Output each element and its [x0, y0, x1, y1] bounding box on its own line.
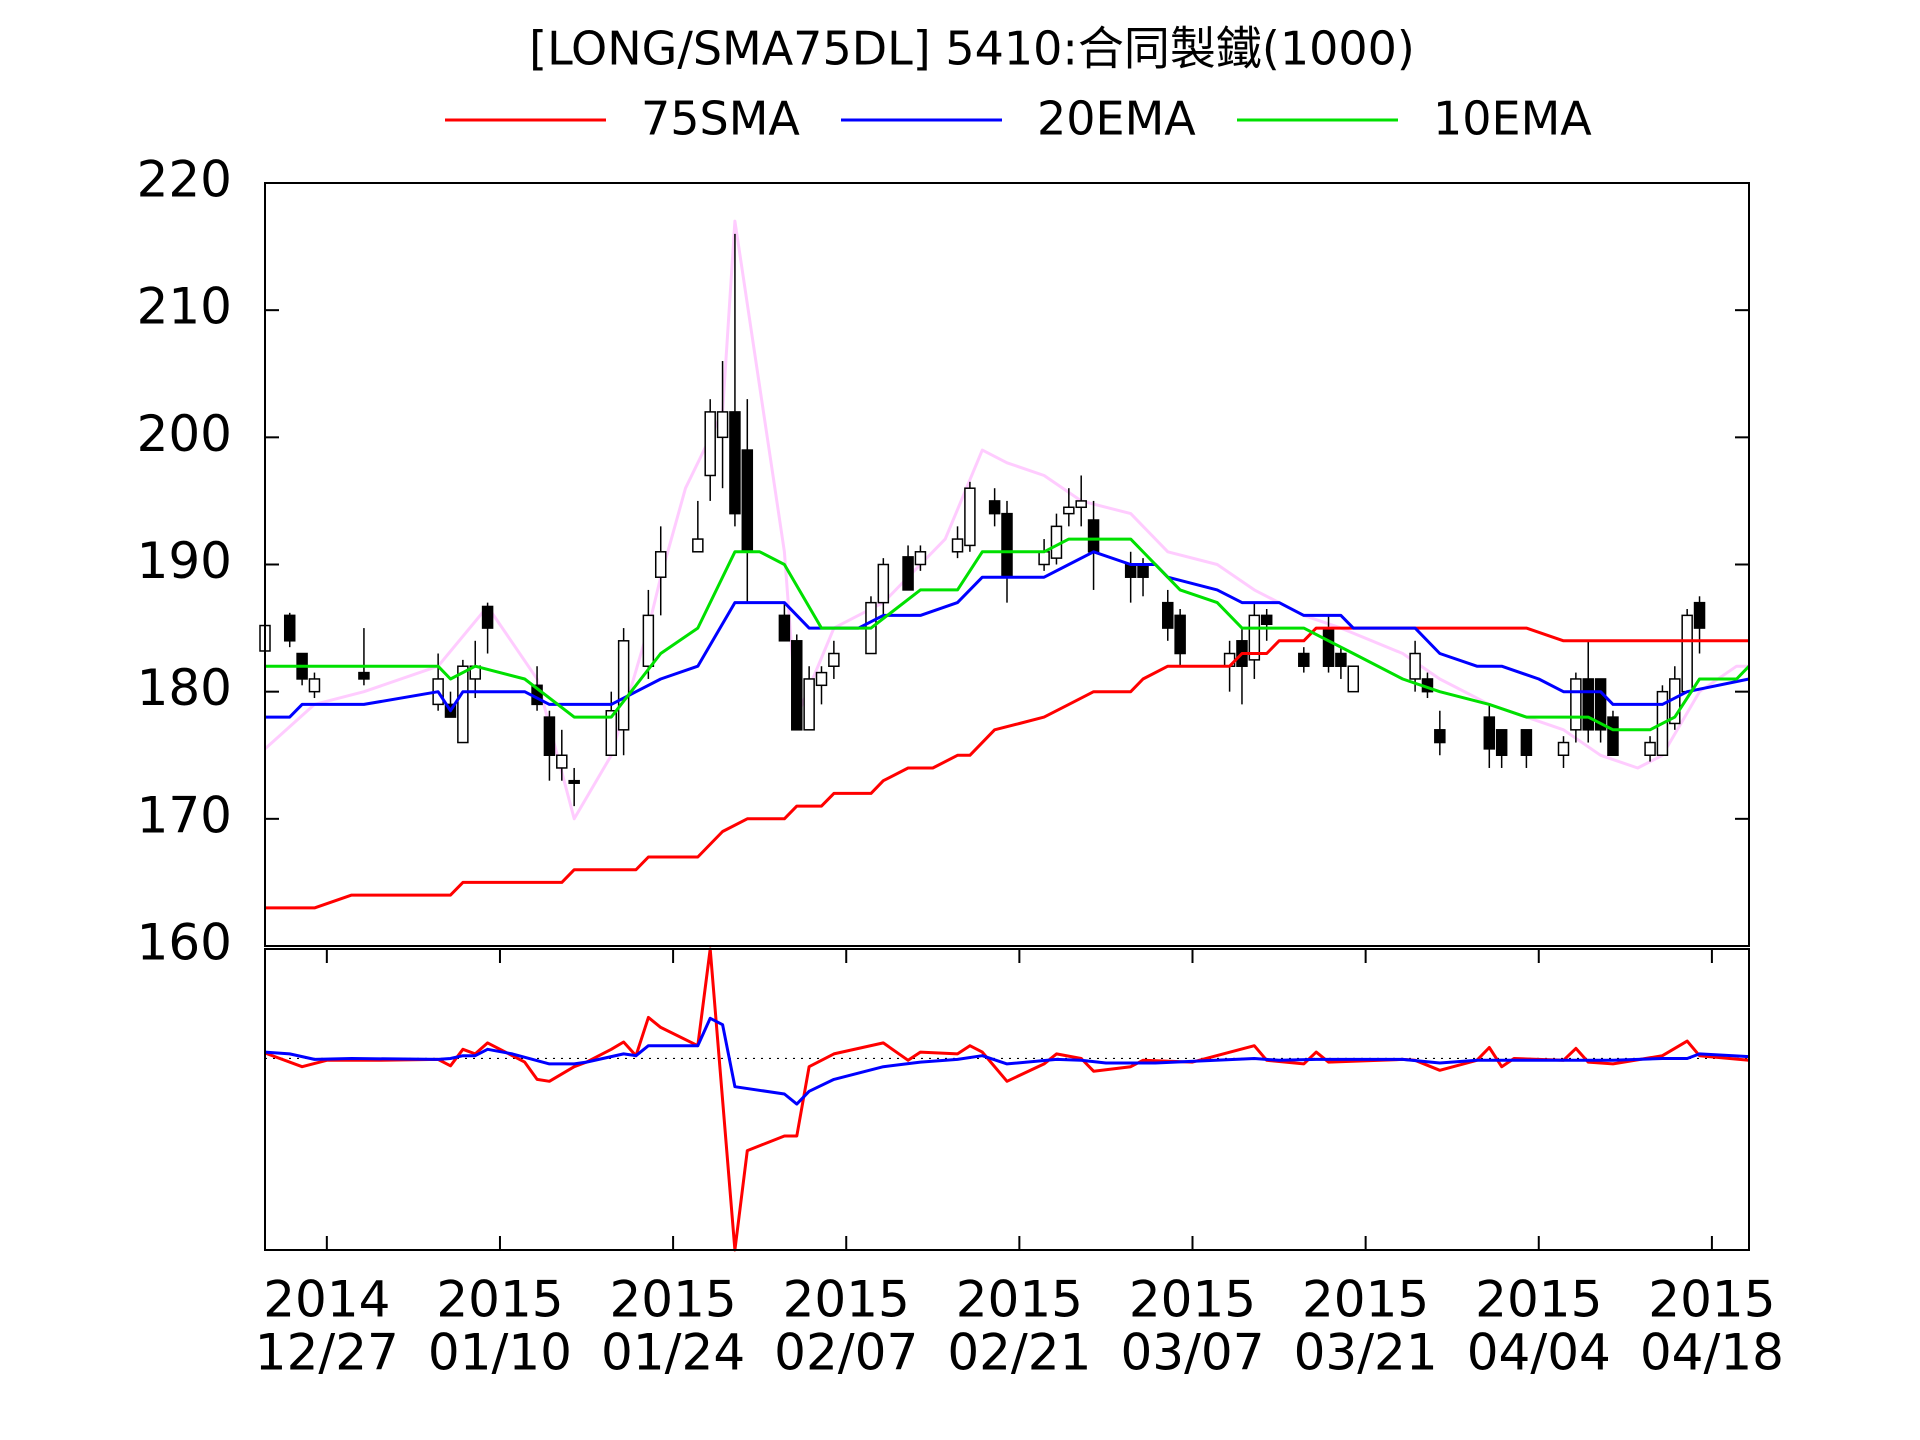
candle-body	[457, 665, 469, 744]
x-tick-label: 03/21	[1294, 1324, 1438, 1382]
candle-body	[791, 640, 803, 731]
candle-body	[914, 551, 927, 566]
chart-title: [LONG/SMA75DL] 5410:合同製鐵(1000)	[529, 22, 1415, 76]
candle-body	[1520, 729, 1533, 756]
x-tick-label: 2015	[1648, 1271, 1775, 1329]
candle-body	[481, 605, 494, 629]
candle-body	[1570, 678, 1582, 731]
x-tick-label: 02/07	[774, 1324, 918, 1382]
candle-body	[729, 411, 741, 515]
oscillator-frame	[264, 948, 1750, 1251]
candle-body	[1495, 729, 1508, 756]
candle-body	[358, 671, 370, 680]
candle-body	[1001, 512, 1013, 578]
candle-body	[1409, 652, 1421, 680]
series-line	[265, 626, 1749, 910]
candle-body	[1594, 678, 1607, 731]
candle-body	[1038, 551, 1050, 566]
x-tick-label: 2015	[1302, 1271, 1429, 1329]
candle-body	[1248, 614, 1261, 661]
candle-body	[1063, 506, 1075, 515]
series-line	[264, 1016, 1750, 1106]
x-tick-label: 01/10	[428, 1324, 572, 1382]
candle-body	[1347, 665, 1360, 693]
candle-body	[1582, 678, 1594, 731]
candle-body	[654, 551, 667, 578]
candle-body	[1075, 500, 1087, 509]
candle-body	[803, 678, 815, 731]
x-tick-label: 03/07	[1120, 1324, 1264, 1382]
series-line	[265, 537, 1751, 732]
x-tick-label: 2015	[1129, 1271, 1256, 1329]
candle-body	[1607, 716, 1619, 756]
candle-body	[902, 556, 914, 591]
candle-body	[815, 671, 828, 687]
candle-body	[1124, 563, 1137, 578]
candle-body	[556, 754, 568, 769]
candle-body	[1174, 614, 1186, 655]
candle-body	[1681, 614, 1693, 693]
y-tick-label: 220	[137, 151, 232, 209]
candle-body	[988, 500, 1001, 515]
candle-body	[1298, 652, 1310, 667]
candle-body	[1693, 601, 1706, 629]
candle-body	[605, 709, 618, 756]
legend-label: 75SMA	[641, 92, 800, 146]
series-line	[264, 947, 1750, 1252]
candle-body	[308, 678, 321, 693]
candle-body	[1322, 627, 1335, 667]
legend-label: 10EMA	[1433, 92, 1592, 146]
candle-body	[1087, 519, 1100, 553]
x-tick-label: 2015	[1475, 1271, 1602, 1329]
y-tick-label: 190	[137, 532, 232, 590]
candle-body	[1335, 652, 1347, 667]
candle-body	[1137, 563, 1149, 578]
envelope-line	[263, 219, 1749, 821]
x-tick-label: 12/27	[255, 1324, 399, 1382]
x-tick-label: 2015	[783, 1271, 910, 1329]
oscillator-panel	[264, 947, 1750, 1252]
candle-body	[1644, 741, 1656, 756]
y-tick-label: 160	[137, 914, 232, 972]
candle-body	[1483, 716, 1496, 750]
x-tick-label: 04/18	[1640, 1324, 1784, 1382]
series-line	[265, 550, 1750, 719]
candle-body	[617, 640, 630, 731]
candle-body	[642, 614, 655, 667]
y-tick-label: 180	[137, 659, 232, 717]
candle-body	[1557, 741, 1570, 756]
candle-body	[1162, 601, 1174, 629]
x-tick-label: 2015	[956, 1271, 1083, 1329]
candle-body	[778, 614, 791, 642]
candle-body	[964, 487, 976, 547]
x-tick-label: 04/04	[1467, 1324, 1611, 1382]
candle-body	[543, 716, 556, 756]
candle-body	[1260, 614, 1273, 626]
y-tick-label: 210	[137, 278, 232, 336]
y-tick-label: 170	[137, 786, 232, 844]
candle-body	[1434, 729, 1446, 744]
x-tick-label: 2015	[436, 1271, 563, 1329]
legend: 75SMA 20EMA 10EMA	[445, 92, 1592, 146]
candle-body	[283, 614, 296, 642]
candle-body	[951, 538, 964, 553]
x-tick-label: 01/24	[601, 1324, 745, 1382]
y-tick-label: 200	[137, 405, 232, 463]
x-tick-label: 2014	[263, 1271, 390, 1329]
candle-body	[741, 449, 754, 553]
candle-body	[568, 779, 580, 784]
legend-label: 20EMA	[1037, 92, 1196, 146]
candle-body	[704, 411, 716, 477]
x-tick-label: 2015	[609, 1271, 736, 1329]
candle-body	[692, 538, 704, 553]
candle-body	[877, 563, 890, 604]
price-frame	[264, 182, 1750, 947]
x-tick-label: 02/21	[947, 1324, 1091, 1382]
price-panel	[259, 182, 1751, 947]
candle-body	[828, 652, 840, 667]
candle-body	[716, 411, 729, 439]
